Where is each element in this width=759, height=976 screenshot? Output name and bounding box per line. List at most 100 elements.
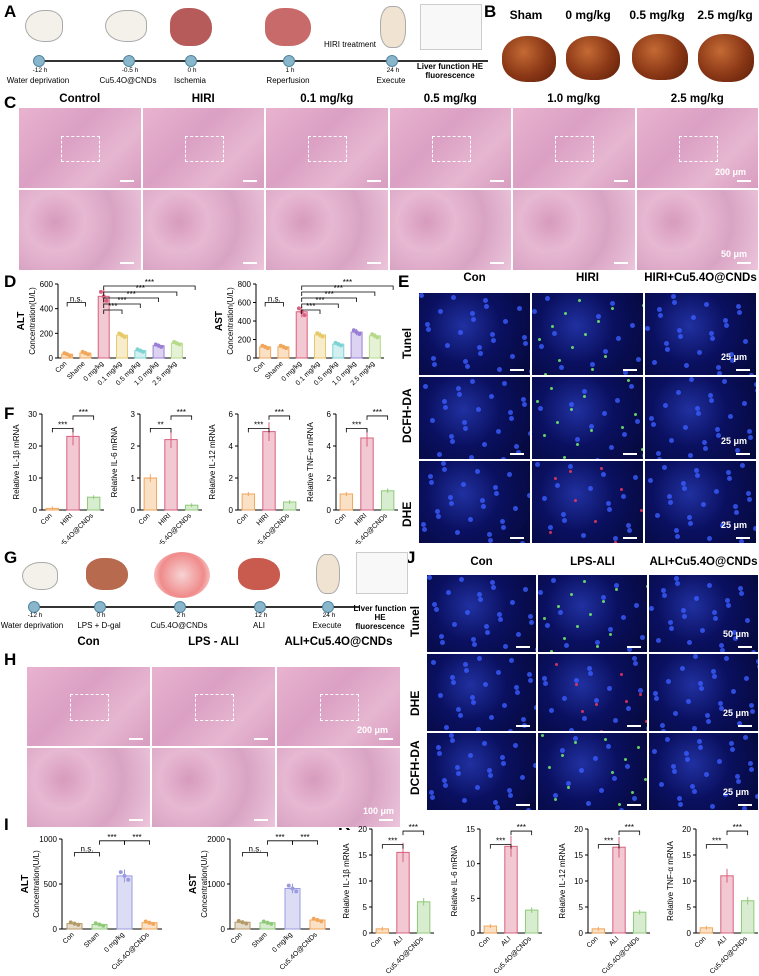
e-cell-dot (457, 329, 463, 335)
chart-title: AST (214, 311, 225, 331)
y-axis-label: Relative TNF-α mRNA (666, 841, 675, 921)
liver-ali-icon (238, 558, 280, 590)
data-point (284, 346, 289, 351)
panel-label-j: J (406, 548, 416, 567)
e-cell-dot (435, 514, 441, 520)
e-cell-dot (721, 379, 727, 385)
j-cell-dot (723, 791, 729, 797)
chart-k0: 0 5 10 15 20 Relative IL-1β mRNA Con ALICu5.4O@… (342, 823, 434, 976)
e-cell-dot (601, 410, 607, 416)
j-cell-dot (670, 763, 676, 769)
bar (295, 311, 308, 359)
e-cell-dot (694, 473, 700, 479)
e-cell-dot (569, 408, 573, 412)
sig-label: *** (254, 420, 263, 429)
j-cell-dot (500, 755, 506, 761)
y-tick-label: 1000 (207, 880, 225, 889)
e-cell-dot (727, 475, 733, 481)
bar (116, 334, 128, 359)
e-cell-dot (623, 370, 629, 375)
sig-label: *** (324, 290, 333, 299)
e-cell-dot (607, 506, 613, 512)
j-cell-dot (456, 770, 462, 776)
e-image-1-1 (531, 376, 644, 460)
e-cell-dot (641, 453, 643, 459)
sig-bracket (103, 303, 141, 308)
j-cell-dot (464, 667, 470, 673)
j-cell-dot (645, 585, 647, 588)
e-cell-dot (716, 432, 722, 438)
timeline-a-time-3: 0 h (187, 67, 197, 74)
data-point (177, 342, 182, 347)
y-tick-label: 0 (33, 506, 38, 515)
e-cell-dot (468, 454, 474, 459)
e-cell-dot (463, 426, 469, 432)
timeline-g-time-4: 12 h (254, 612, 268, 619)
j-cell-dot (706, 583, 712, 589)
he-image-high-5 (635, 189, 759, 271)
j-cell-dot (507, 729, 513, 731)
sig-bracket (242, 852, 268, 857)
x-tick-label: Sham (83, 931, 101, 949)
sig-label: *** (300, 833, 309, 842)
panel-h: 200 μm 100 μm (26, 666, 402, 828)
e-cell-dot (567, 464, 573, 470)
e-cell-dot (544, 372, 548, 375)
data-point (126, 877, 131, 882)
e-cell-dot (575, 436, 581, 442)
e-cell-dot (752, 525, 756, 531)
j-cell-dot (749, 703, 755, 709)
j-cell-dot (672, 710, 678, 716)
data-point (151, 921, 156, 926)
e-cell-dot (522, 402, 528, 408)
j-cell-dot (457, 712, 463, 718)
e-cell-dot (714, 427, 720, 433)
y-tick-label: 200 (238, 336, 252, 345)
e-cell-dot (701, 440, 707, 446)
j-cell-dot (744, 618, 750, 624)
y-tick-label: 0 (131, 506, 136, 515)
sig-label: *** (117, 296, 126, 305)
col-title-2: 0.1 mg/kg (300, 93, 354, 105)
e-cell-dot (516, 306, 522, 312)
e-cell-dot (742, 338, 748, 344)
e-cell-dot (549, 386, 553, 390)
j-cell-dot (700, 628, 706, 634)
x-tick-label: Cu5.4O@CNDs (153, 512, 194, 544)
j-cell-dot (658, 781, 664, 787)
e-cell-dot (547, 524, 553, 530)
bar (262, 431, 276, 511)
j-cell-dot (710, 803, 716, 809)
j-cell-dot (437, 692, 443, 698)
e-cell-dot (584, 333, 588, 337)
data-point (118, 870, 123, 875)
e-cell-dot (424, 321, 430, 327)
j-cell-dot (739, 591, 745, 597)
bar (368, 335, 381, 359)
j-cell-dot (560, 753, 564, 757)
x-tick-label: Con (236, 512, 250, 526)
timeline-a-time-2: -0.5 h (121, 67, 139, 74)
data-point (86, 352, 91, 357)
sig-label: *** (352, 420, 361, 429)
j-cell-dot (572, 736, 578, 742)
timeline-a-endpoint: Liver function HE fluorescence (416, 62, 484, 80)
y-tick-label: 600 (40, 280, 54, 289)
y-tick-label: 0 (247, 354, 252, 363)
j-cell-dot (592, 756, 598, 762)
j-cell-dot (705, 718, 711, 724)
j-cell-dot (696, 739, 702, 745)
j-cell-dot (493, 799, 499, 805)
sig-label: *** (132, 833, 141, 842)
scale-bar-zoom-4 (613, 262, 628, 264)
j-cell-dot (503, 644, 509, 650)
e-image-0-1 (531, 292, 644, 376)
panel-e: Con HIRI HIRI+Cu5.4O@CNDs Tunel 25 μm DCFH-DA… (398, 272, 759, 544)
j-cell-dot (614, 582, 620, 588)
j-image-0-0 (426, 574, 537, 653)
j-cell-dot (724, 656, 730, 662)
sig-bracket (301, 309, 321, 314)
j-cell-dot (686, 698, 692, 704)
j-scale-bar (738, 804, 752, 806)
bar (360, 437, 374, 511)
